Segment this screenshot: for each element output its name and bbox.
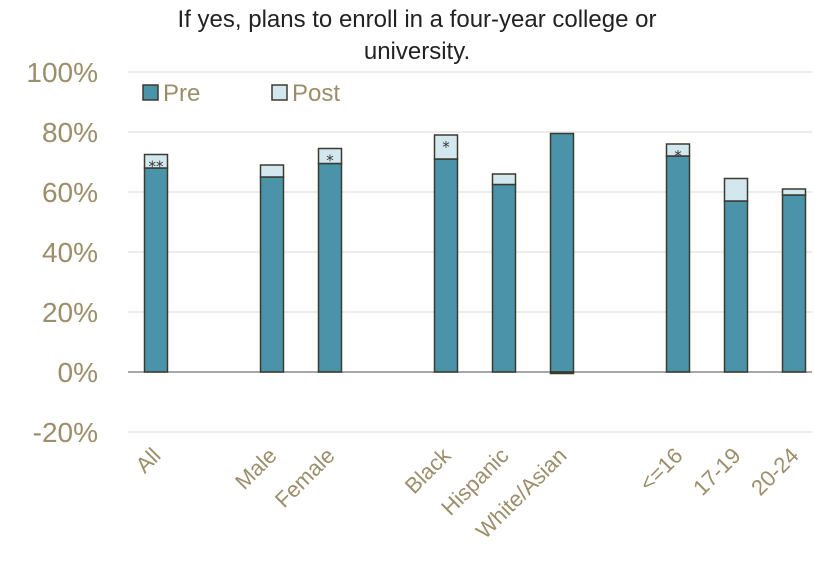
legend-swatch-post [272, 85, 287, 100]
y-axis-ticks: -20% 0% 20% 40% 60% 80% 100% [26, 57, 98, 448]
y-tick-label: 20% [42, 297, 98, 328]
legend-swatch-pre [143, 85, 158, 100]
bar-post-8 [783, 189, 806, 195]
x-tick-label: Female [270, 443, 340, 513]
x-tick-label: 20-24 [746, 443, 803, 500]
bar-pre-8 [783, 195, 806, 372]
y-tick-label: 100% [26, 57, 98, 88]
chart-title-line-2: university. [364, 38, 470, 65]
y-tick-label: 80% [42, 117, 98, 148]
y-tick-label: 0% [58, 357, 98, 388]
legend-label-post: Post [292, 80, 340, 107]
y-tick-label: 60% [42, 177, 98, 208]
x-tick-label: Male [230, 443, 281, 494]
gridlines [128, 72, 812, 432]
legend-label-pre: Pre [163, 80, 200, 107]
bar-post-7 [725, 179, 748, 202]
y-tick-label: -20% [33, 417, 98, 448]
annotation-label: * [674, 147, 682, 165]
bar-pre-0 [145, 168, 168, 372]
bar-post-5 [551, 372, 574, 374]
x-tick-label: All [131, 443, 166, 478]
bar-pre-3 [435, 159, 458, 372]
significance-annotations: ** ** * [149, 138, 683, 176]
bar-post-1 [261, 165, 284, 177]
annotation-label: ** [149, 158, 165, 176]
legend: Pre Post [143, 80, 340, 107]
bar-pre-5 [551, 134, 574, 373]
x-tick-label: <=16 [634, 443, 687, 496]
bar-pre-6 [667, 156, 690, 372]
annotation-label: * [442, 138, 450, 156]
bars [145, 134, 806, 374]
bar-pre-7 [725, 201, 748, 372]
bar-pre-2 [319, 164, 342, 373]
chart-title: If yes, plans to enroll in a four-year c… [178, 6, 657, 65]
bar-pre-4 [493, 185, 516, 373]
bar-post-4 [493, 174, 516, 185]
chart-title-line-1: If yes, plans to enroll in a four-year c… [178, 6, 657, 33]
y-tick-label: 40% [42, 237, 98, 268]
x-tick-label: 17-19 [688, 443, 745, 500]
annotation-label: * [326, 152, 334, 170]
bar-pre-1 [261, 177, 284, 372]
